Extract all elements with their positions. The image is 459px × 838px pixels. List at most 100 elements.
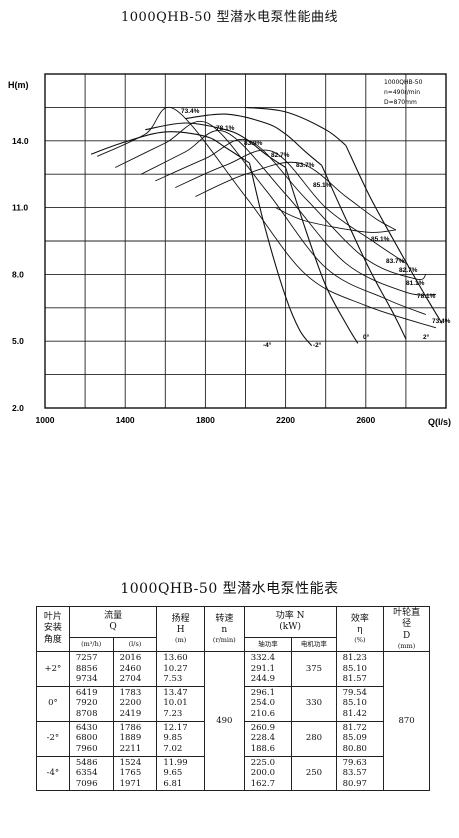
cell-diameter: 870 <box>383 650 430 792</box>
header-eff-label: 效率 <box>350 613 369 624</box>
cell-flow-ls-line: 1786 <box>119 722 142 733</box>
cell-flow-ls: 1524 1765 1971 <box>112 755 158 792</box>
curve-label: 82.7% <box>271 152 290 159</box>
efficiency-contour <box>140 129 437 296</box>
cell-flow-m3h-line: 5486 <box>75 757 98 768</box>
header-shaft-power: 轴功率 <box>243 637 293 652</box>
cell-head: 13.47 10.01 7.23 <box>156 685 205 722</box>
y-tick-label: 14.0 <box>12 136 29 146</box>
curve-label: 82.7% <box>399 267 418 274</box>
cell-flow-ls-line: 1971 <box>119 778 142 789</box>
cell-shaft-power-line: 188.6 <box>250 743 276 754</box>
header-diameter-line1: 叶轮直 <box>393 608 421 618</box>
curve-label: 2° <box>423 333 430 341</box>
header-diameter-symbol: D <box>402 630 411 641</box>
cell-efficiency-line: 85.09 <box>342 733 367 744</box>
efficiency-contour <box>175 149 407 264</box>
cell-efficiency-line: 81.72 <box>342 722 367 733</box>
cell-motor-power: 330 <box>291 685 337 722</box>
cell-flow-m3h-line: 6430 <box>75 722 98 733</box>
header-flow-label: 流量 <box>104 610 123 621</box>
cell-flow-m3h: 5486 6354 7096 <box>68 755 114 792</box>
x-tick-label: 2200 <box>276 415 295 425</box>
cell-flow-m3h-line: 7960 <box>75 743 98 754</box>
cell-flow-ls-line: 2200 <box>119 698 142 709</box>
header-head-label: 扬程 <box>171 613 190 624</box>
cell-angle: +2° <box>36 650 70 687</box>
cell-shaft-power: 296.1 254.0 210.6 <box>243 685 293 722</box>
cell-flow-ls-line: 2016 <box>119 652 142 663</box>
cell-head: 12.17 9.85 7.02 <box>156 720 205 757</box>
header-eff-unit: (%) <box>354 636 366 645</box>
cell-flow-m3h-line: 6354 <box>75 768 98 779</box>
cell-shaft-power-line: 254.0 <box>250 698 276 709</box>
cell-motor-power: 250 <box>291 755 337 792</box>
curve-label: 78.1% <box>417 293 436 300</box>
cell-shaft-power-line: 210.6 <box>250 709 276 719</box>
curve-label: 85.1% <box>371 236 390 243</box>
cell-efficiency-line: 83.57 <box>342 768 367 779</box>
header-head: 扬程 H (m) <box>156 606 205 652</box>
curve-label: 81.1% <box>406 280 425 287</box>
table-row: -2° 6430 6800 7960 1786 1889 2211 12.17 9.85 7.02… <box>36 720 430 757</box>
header-power-label: 功率 N <box>275 610 305 621</box>
x-tick-label: 1400 <box>116 415 135 425</box>
cell-motor-power: 375 <box>291 650 337 687</box>
cell-shaft-power: 332.4 291.1 244.9 <box>243 650 293 687</box>
cell-efficiency: 81.72 85.09 80.80 <box>335 720 385 757</box>
cell-head-line: 7.23 <box>163 709 183 719</box>
cell-head-line: 9.85 <box>163 733 183 744</box>
cell-flow-m3h-line: 7096 <box>75 778 98 789</box>
curve-label: 85.1% <box>313 182 332 189</box>
header-eff: 效率 η (%) <box>335 606 385 652</box>
head-curve <box>185 113 323 166</box>
cell-angle: -2° <box>36 720 70 757</box>
table-header-row: 叶片 安装 角度 流量 Q 扬程 H (m) 转速 n (r/min) 功率 N… <box>36 605 430 652</box>
curve-label: 83.7% <box>296 162 315 169</box>
header-angle-line3: 角度 <box>43 634 62 645</box>
cell-efficiency-line: 79.54 <box>342 687 367 698</box>
header-diameter-unit: (mm) <box>397 641 416 650</box>
cell-flow-ls-line: 1524 <box>119 757 142 768</box>
cell-flow-m3h-line: 9734 <box>75 674 98 685</box>
cell-flow-ls-line: 2419 <box>119 709 142 719</box>
cell-flow-m3h-line: 6800 <box>75 733 98 744</box>
info-box-line: n=490r/min <box>384 89 420 96</box>
cell-shaft-power: 225.0 200.0 162.7 <box>243 755 293 792</box>
y-tick-label: 8.0 <box>12 269 24 279</box>
efficiency-contour <box>155 138 427 280</box>
header-head-symbol: H <box>176 624 185 635</box>
cell-head: 13.60 10.27 7.53 <box>156 650 205 687</box>
cell-head-line: 11.99 <box>163 757 188 768</box>
cell-angle: -4° <box>36 755 70 792</box>
head-curve <box>145 122 286 168</box>
y-axis-label: H(m) <box>8 80 29 90</box>
cell-flow-ls-line: 2211 <box>119 743 142 754</box>
header-eff-symbol: η <box>357 624 363 635</box>
header-diameter: 叶轮直 径 D (mm) <box>383 606 430 652</box>
performance-curve-chart: 1000 1400 1800 2200 2600 2.0 5.0 8.0 11.0 14.0 H(m… <box>8 73 451 427</box>
header-head-unit: (m) <box>175 636 187 645</box>
cell-head-line: 12.17 <box>163 722 188 733</box>
header-flow-unit-m3h: (m³/h) <box>68 637 114 652</box>
cell-shaft-power-line: 200.0 <box>250 768 276 779</box>
cell-efficiency-line: 81.23 <box>342 652 367 663</box>
y-tick-label: 5.0 <box>12 336 24 346</box>
cell-shaft-power-line: 244.9 <box>250 674 276 685</box>
cell-flow-ls: 1786 1889 2211 <box>112 720 158 757</box>
table-row: +2° 7257 8856 9734 2016 2460 2704 13.60 10.27 7.5… <box>36 650 430 792</box>
info-box-line: 1000QHB-50 <box>384 79 423 86</box>
curve-label: 83.9% <box>244 140 263 147</box>
cell-flow-m3h-line: 8708 <box>75 709 98 719</box>
cell-shaft-power-line: 228.4 <box>250 733 276 744</box>
header-speed-unit: (r/min) <box>212 636 236 645</box>
curve-label: 83.7% <box>386 258 405 265</box>
curve-label: 73.4% <box>432 318 451 325</box>
cell-flow-m3h: 6430 6800 7960 <box>68 720 114 757</box>
header-speed-label: 转速 <box>215 613 234 624</box>
efficiency-contour <box>115 120 427 315</box>
x-tick-label: 1000 <box>36 415 55 425</box>
cell-speed: 490 <box>203 650 245 792</box>
cell-head: 11.99 9.65 6.81 <box>156 755 205 792</box>
cell-angle: 0° <box>36 685 70 722</box>
